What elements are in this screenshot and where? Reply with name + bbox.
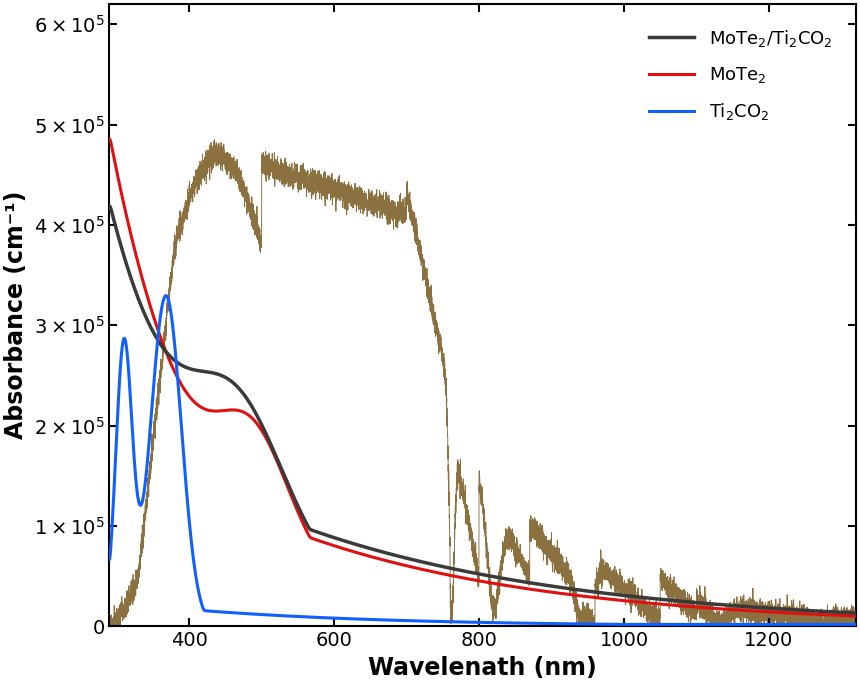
Line: MoTe$_2$: MoTe$_2$ xyxy=(109,139,856,616)
Y-axis label: Absorbance (cm⁻¹): Absorbance (cm⁻¹) xyxy=(4,191,28,440)
MoTe$_2$/Ti$_2$CO$_2$ xyxy=(811,607,821,615)
MoTe$_2$ xyxy=(104,135,114,143)
MoTe$_2$/Ti$_2$CO$_2$ xyxy=(250,409,261,417)
Ti$_2$CO$_2$ xyxy=(811,620,821,629)
Legend: MoTe$_2$/Ti$_2$CO$_2$, MoTe$_2$, Ti$_2$CO$_2$: MoTe$_2$/Ti$_2$CO$_2$, MoTe$_2$, Ti$_2$C… xyxy=(635,13,847,137)
MoTe$_2$ xyxy=(811,610,821,618)
MoTe$_2$/Ti$_2$CO$_2$ xyxy=(149,330,159,338)
Ti$_2$CO$_2$ xyxy=(620,620,630,629)
MoTe$_2$ xyxy=(108,148,118,156)
Ti$_2$CO$_2$ xyxy=(149,376,159,384)
Ti$_2$CO$_2$ xyxy=(851,620,860,629)
Line: MoTe$_2$/Ti$_2$CO$_2$: MoTe$_2$/Ti$_2$CO$_2$ xyxy=(109,206,856,613)
MoTe$_2$ xyxy=(470,576,480,584)
X-axis label: Wavelenath (nm): Wavelenath (nm) xyxy=(368,656,597,680)
Ti$_2$CO$_2$ xyxy=(104,555,114,564)
MoTe$_2$ xyxy=(149,314,159,322)
Ti$_2$CO$_2$ xyxy=(161,291,171,300)
MoTe$_2$/Ti$_2$CO$_2$ xyxy=(108,212,118,220)
Ti$_2$CO$_2$ xyxy=(470,618,480,627)
MoTe$_2$/Ti$_2$CO$_2$ xyxy=(470,569,480,577)
MoTe$_2$ xyxy=(135,267,145,276)
MoTe$_2$ xyxy=(250,418,261,426)
Ti$_2$CO$_2$ xyxy=(250,610,261,618)
MoTe$_2$/Ti$_2$CO$_2$ xyxy=(104,202,114,210)
Ti$_2$CO$_2$ xyxy=(135,501,145,510)
MoTe$_2$/Ti$_2$CO$_2$ xyxy=(135,300,145,308)
MoTe$_2$/Ti$_2$CO$_2$ xyxy=(851,609,860,617)
Ti$_2$CO$_2$ xyxy=(108,510,118,518)
Line: Ti$_2$CO$_2$: Ti$_2$CO$_2$ xyxy=(109,295,856,624)
MoTe$_2$ xyxy=(851,612,860,620)
